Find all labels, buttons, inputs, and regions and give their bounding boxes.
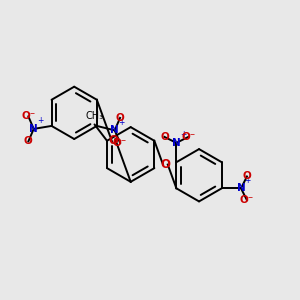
Text: O⁻: O⁻ bbox=[21, 111, 35, 122]
Text: +: + bbox=[244, 176, 251, 185]
Text: N: N bbox=[29, 124, 38, 134]
Text: O: O bbox=[160, 132, 169, 142]
Text: +: + bbox=[180, 130, 186, 139]
Text: N: N bbox=[110, 125, 119, 135]
Text: O⁻: O⁻ bbox=[181, 132, 195, 142]
Text: N: N bbox=[237, 183, 245, 193]
Text: O⁻: O⁻ bbox=[240, 195, 254, 205]
Text: O: O bbox=[109, 134, 119, 147]
Text: O: O bbox=[24, 136, 33, 146]
Text: O: O bbox=[160, 158, 170, 171]
Text: +: + bbox=[118, 118, 124, 127]
Text: O: O bbox=[116, 113, 124, 123]
Text: O: O bbox=[243, 172, 251, 182]
Text: +: + bbox=[37, 116, 44, 125]
Text: O⁻: O⁻ bbox=[113, 138, 127, 148]
Text: CH₃: CH₃ bbox=[85, 112, 103, 122]
Text: N: N bbox=[172, 138, 181, 148]
